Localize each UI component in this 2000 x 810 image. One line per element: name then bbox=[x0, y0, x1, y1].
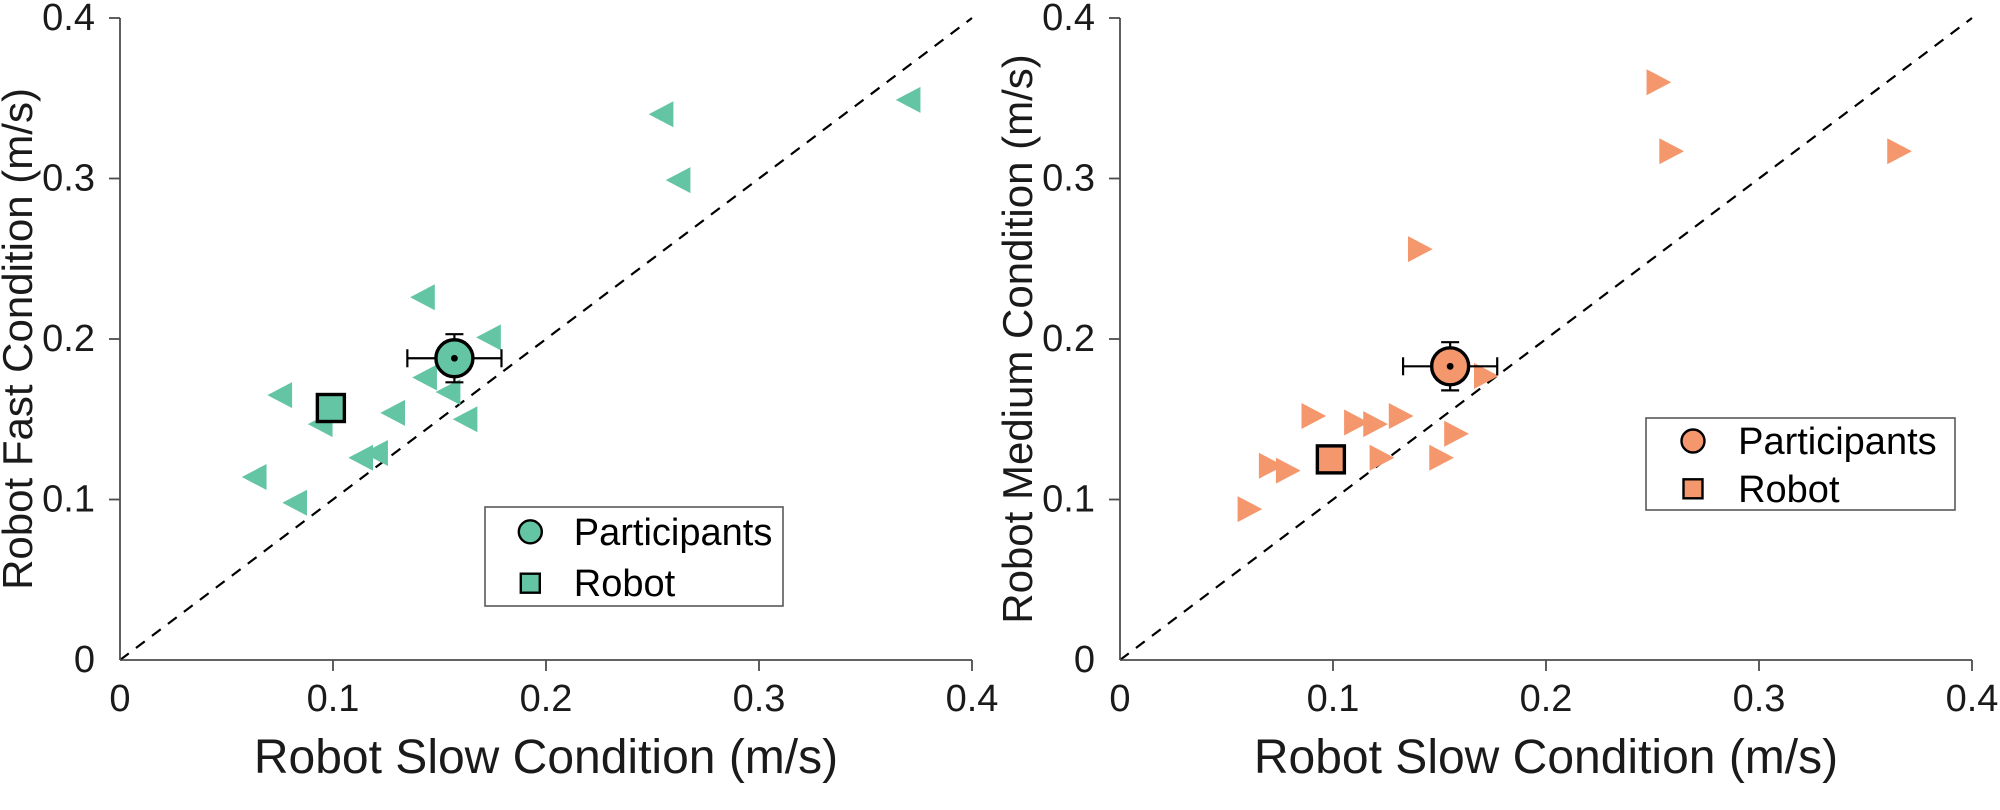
svg-text:0.3: 0.3 bbox=[42, 158, 95, 200]
svg-text:0: 0 bbox=[1109, 678, 1130, 720]
svg-text:0.3: 0.3 bbox=[1733, 678, 1786, 720]
svg-text:0.1: 0.1 bbox=[307, 678, 360, 720]
svg-text:0: 0 bbox=[1074, 639, 1095, 681]
svg-text:Participants: Participants bbox=[574, 512, 773, 554]
svg-text:0.3: 0.3 bbox=[1042, 158, 1095, 200]
svg-text:0.4: 0.4 bbox=[1042, 0, 1095, 39]
svg-text:Participants: Participants bbox=[1738, 421, 1937, 463]
svg-text:0.2: 0.2 bbox=[1520, 678, 1573, 720]
svg-text:0.1: 0.1 bbox=[42, 479, 95, 521]
svg-text:Robot Fast Condition (m/s): Robot Fast Condition (m/s) bbox=[0, 88, 41, 590]
svg-text:0: 0 bbox=[74, 639, 95, 681]
svg-text:Robot Medium Condition (m/s): Robot Medium Condition (m/s) bbox=[1000, 54, 1041, 624]
svg-text:0.4: 0.4 bbox=[42, 0, 95, 39]
svg-text:Robot Slow Condition (m/s): Robot Slow Condition (m/s) bbox=[1254, 731, 1838, 784]
svg-text:0.1: 0.1 bbox=[1042, 479, 1095, 521]
svg-text:0.2: 0.2 bbox=[1042, 318, 1095, 360]
svg-text:0.2: 0.2 bbox=[42, 318, 95, 360]
svg-text:0: 0 bbox=[109, 678, 130, 720]
svg-text:Robot Slow Condition (m/s): Robot Slow Condition (m/s) bbox=[254, 731, 838, 784]
svg-text:0.3: 0.3 bbox=[733, 678, 786, 720]
svg-text:0.4: 0.4 bbox=[946, 678, 999, 720]
svg-text:0.4: 0.4 bbox=[1946, 678, 1999, 720]
svg-text:0.1: 0.1 bbox=[1307, 678, 1360, 720]
svg-text:0.2: 0.2 bbox=[520, 678, 573, 720]
svg-text:Robot: Robot bbox=[574, 563, 676, 605]
svg-text:Robot: Robot bbox=[1738, 469, 1840, 511]
